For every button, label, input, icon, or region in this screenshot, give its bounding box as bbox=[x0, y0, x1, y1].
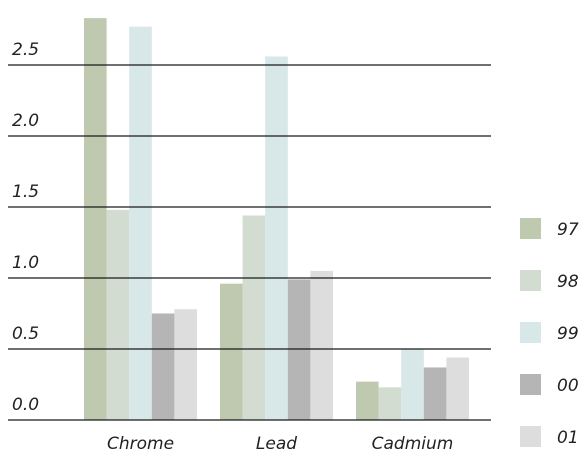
legend-label-97: 97 bbox=[557, 220, 579, 240]
bar-cadmium-97 bbox=[356, 381, 379, 420]
bar-cadmium-00 bbox=[423, 367, 447, 420]
bar-lead-01 bbox=[310, 270, 333, 420]
bar-lead-00 bbox=[287, 279, 311, 420]
legend-swatch-99 bbox=[520, 322, 541, 343]
bar-chrome-99 bbox=[129, 26, 152, 420]
y-tick-label: 1.5 bbox=[12, 182, 39, 202]
bar-cadmium-98 bbox=[378, 387, 402, 420]
bar-lead-97 bbox=[220, 283, 243, 420]
legend-swatch-98 bbox=[520, 270, 541, 291]
legend-label-01: 01 bbox=[557, 428, 579, 448]
legend-swatch-97 bbox=[520, 218, 541, 239]
category-label-cadmium: Cadmium bbox=[372, 434, 454, 454]
y-tick-label: 0.0 bbox=[12, 395, 39, 415]
y-tick-label: 1.0 bbox=[12, 253, 39, 273]
legend-label-00: 00 bbox=[557, 376, 579, 396]
legend: 97 98 99 00 01 bbox=[520, 218, 579, 448]
category-label-chrome: Chrome bbox=[107, 434, 174, 454]
bars bbox=[84, 18, 469, 420]
gridlines bbox=[8, 64, 491, 421]
y-tick-label: 2.5 bbox=[12, 40, 39, 60]
y-tick-labels: 0.0 0.5 1.0 1.5 2.0 2.5 bbox=[12, 40, 39, 415]
bar-cadmium-99 bbox=[401, 349, 424, 420]
category-label-lead: Lead bbox=[256, 434, 297, 454]
bar-chrome-98 bbox=[106, 209, 130, 420]
legend-swatch-00 bbox=[520, 374, 541, 395]
bar-lead-98 bbox=[242, 215, 266, 420]
bar-chrome-01 bbox=[174, 309, 197, 420]
bar-chrome-97 bbox=[84, 18, 107, 420]
bar-cadmium-01 bbox=[446, 357, 469, 420]
legend-label-98: 98 bbox=[557, 272, 579, 292]
legend-label-99: 99 bbox=[557, 324, 579, 344]
legend-swatch-01 bbox=[520, 426, 541, 447]
bar-lead-99 bbox=[265, 56, 288, 420]
y-tick-label: 0.5 bbox=[12, 324, 39, 344]
y-tick-label: 2.0 bbox=[12, 111, 39, 131]
bar-chrome-00 bbox=[151, 313, 175, 420]
category-labels: Chrome Lead Cadmium bbox=[107, 434, 453, 454]
